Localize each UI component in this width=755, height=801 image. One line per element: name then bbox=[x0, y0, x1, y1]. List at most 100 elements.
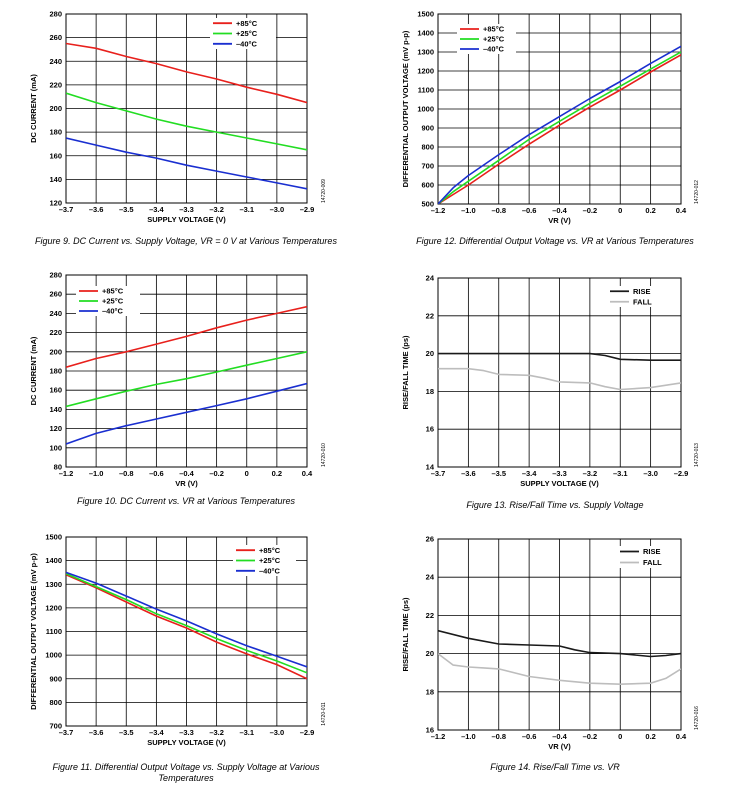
legend-label: +85°C bbox=[102, 287, 124, 296]
x-tick-label: –0.2 bbox=[583, 206, 598, 215]
fig9-chart: –3.7 –3.6 –3.5 –3.4 –3.3 –3.2 –3.1 –3.0 –2.9 120 1… bbox=[29, 10, 337, 247]
x-tick-label: 0.2 bbox=[645, 732, 655, 741]
x-tick-label: –0.8 bbox=[491, 732, 506, 741]
y-tick-label: 180 bbox=[49, 128, 62, 137]
x-tick-label: –0.2 bbox=[583, 732, 598, 741]
y-tick-label: 22 bbox=[426, 311, 434, 320]
y-tick-label: 220 bbox=[49, 80, 62, 89]
figure-caption: Figure 10. DC Current vs. VR at Various … bbox=[77, 496, 295, 506]
figure-caption: Temperatures bbox=[158, 773, 214, 783]
x-tick-label: –3.4 bbox=[149, 205, 164, 214]
y-tick-label: 18 bbox=[426, 387, 434, 396]
x-axis-label: VR (V) bbox=[548, 216, 571, 225]
series-line-25c bbox=[438, 51, 681, 204]
x-tick-label: –3.3 bbox=[179, 205, 194, 214]
figure-code: 14720-009 bbox=[321, 179, 327, 203]
series-line-40c bbox=[66, 137, 307, 190]
x-tick-label: –2.9 bbox=[674, 469, 689, 478]
x-tick-label: 0 bbox=[618, 206, 622, 215]
legend-label: +25°C bbox=[102, 297, 124, 306]
series-line-40c bbox=[66, 571, 307, 668]
legend-label: FALL bbox=[643, 558, 662, 567]
figure-code: 14720-016 bbox=[694, 706, 700, 730]
x-tick-label: 0 bbox=[618, 732, 622, 741]
x-axis-label: VR (V) bbox=[175, 479, 198, 488]
x-tick-label: –3.5 bbox=[119, 205, 134, 214]
y-tick-label: 20 bbox=[426, 649, 434, 658]
legend-label: –40°C bbox=[236, 39, 258, 48]
series-line-85c bbox=[66, 42, 307, 104]
x-tick-label: –1.2 bbox=[431, 206, 446, 215]
y-axis-label: RISE/FALL TIME (ps) bbox=[401, 335, 410, 410]
y-tick-label: 1300 bbox=[417, 48, 434, 57]
y-axis-label: DIFFERENTIAL OUTPUT VOLTAGE (mV p-p) bbox=[29, 553, 38, 710]
y-tick-label: 900 bbox=[421, 124, 434, 133]
y-tick-label: 1400 bbox=[417, 29, 434, 38]
y-tick-label: 14 bbox=[426, 463, 435, 472]
series-line-rise bbox=[438, 352, 681, 362]
y-tick-label: 280 bbox=[49, 10, 62, 19]
legend-label: +25°C bbox=[259, 556, 281, 565]
series-line-85c bbox=[438, 54, 681, 204]
y-tick-label: 700 bbox=[49, 722, 62, 731]
x-tick-label: –1.2 bbox=[431, 732, 446, 741]
series-line-rise bbox=[438, 629, 681, 658]
fig12-chart: –1.2 –1.0 –0.8 –0.6 –0.4 –0.2 0 0.2 0.4 500 600 700… bbox=[401, 10, 700, 247]
y-axis-label: RISE/FALL TIME (ps) bbox=[401, 597, 410, 672]
series-line-85c bbox=[66, 574, 307, 680]
y-tick-label: 1400 bbox=[45, 556, 62, 565]
x-tick-label: –3.3 bbox=[179, 728, 194, 737]
x-tick-label: –3.7 bbox=[59, 728, 74, 737]
y-tick-label: 1300 bbox=[45, 580, 62, 589]
figure-code: 14720-012 bbox=[694, 180, 700, 204]
fig11-chart: –3.7 –3.6 –3.5 –3.4 –3.3 –3.2 –3.1 –3.0 –2.9 700 8… bbox=[29, 533, 327, 784]
series-line-25c bbox=[66, 572, 307, 674]
y-tick-label: 100 bbox=[49, 443, 62, 452]
legend-label: +25°C bbox=[236, 29, 258, 38]
figure-caption: Figure 9. DC Current vs. Supply Voltage,… bbox=[35, 236, 337, 246]
y-tick-label: 1100 bbox=[46, 627, 62, 636]
y-tick-label: 20 bbox=[426, 349, 434, 358]
x-tick-label: –1.0 bbox=[89, 469, 104, 478]
x-axis-label: VR (V) bbox=[548, 742, 571, 751]
y-tick-label: 26 bbox=[426, 535, 434, 544]
y-tick-label: 260 bbox=[49, 33, 62, 42]
y-tick-label: 1100 bbox=[418, 86, 434, 95]
x-tick-label: –3.3 bbox=[552, 469, 567, 478]
x-tick-label: 0.4 bbox=[302, 469, 313, 478]
x-tick-label: –3.1 bbox=[239, 205, 254, 214]
x-tick-label: –3.6 bbox=[89, 728, 104, 737]
x-tick-label: 0.2 bbox=[645, 206, 655, 215]
series-line-25c bbox=[66, 92, 307, 151]
legend-label: +85°C bbox=[236, 19, 258, 28]
fig13-chart: –3.7 –3.6 –3.5 –3.4 –3.3 –3.2 –3.1 –3.0 –2.9 14 16… bbox=[401, 274, 700, 511]
y-tick-label: 200 bbox=[49, 104, 62, 113]
y-tick-label: 140 bbox=[49, 175, 62, 184]
y-tick-label: 260 bbox=[49, 290, 62, 299]
series-line-25c bbox=[66, 351, 307, 408]
series-line-40c bbox=[66, 382, 307, 445]
y-tick-label: 22 bbox=[426, 611, 434, 620]
x-tick-label: –0.8 bbox=[119, 469, 134, 478]
x-tick-label: 0.4 bbox=[676, 206, 687, 215]
legend-label: RISE bbox=[633, 287, 651, 296]
x-tick-label: –0.6 bbox=[522, 206, 537, 215]
y-axis-label: DC CURRENT (mA) bbox=[29, 74, 38, 143]
y-tick-label: 180 bbox=[49, 367, 62, 376]
x-tick-label: –3.6 bbox=[89, 205, 104, 214]
y-tick-label: 600 bbox=[421, 181, 434, 190]
figure-caption: Figure 14. Rise/Fall Time vs. VR bbox=[490, 762, 620, 772]
x-tick-label: 0 bbox=[245, 469, 249, 478]
y-tick-label: 24 bbox=[426, 573, 435, 582]
x-tick-label: –0.6 bbox=[522, 732, 537, 741]
y-tick-label: 1200 bbox=[45, 603, 62, 612]
y-tick-label: 500 bbox=[421, 200, 434, 209]
x-tick-label: –3.4 bbox=[522, 469, 537, 478]
figure-code: 14720-013 bbox=[694, 443, 700, 467]
y-tick-label: 800 bbox=[49, 698, 62, 707]
x-tick-label: –3.4 bbox=[149, 728, 164, 737]
y-tick-label: 140 bbox=[49, 405, 62, 414]
figure-caption: Figure 11. Differential Output Voltage v… bbox=[53, 762, 320, 772]
x-tick-label: –1.0 bbox=[461, 732, 476, 741]
y-tick-label: 1200 bbox=[417, 67, 434, 76]
